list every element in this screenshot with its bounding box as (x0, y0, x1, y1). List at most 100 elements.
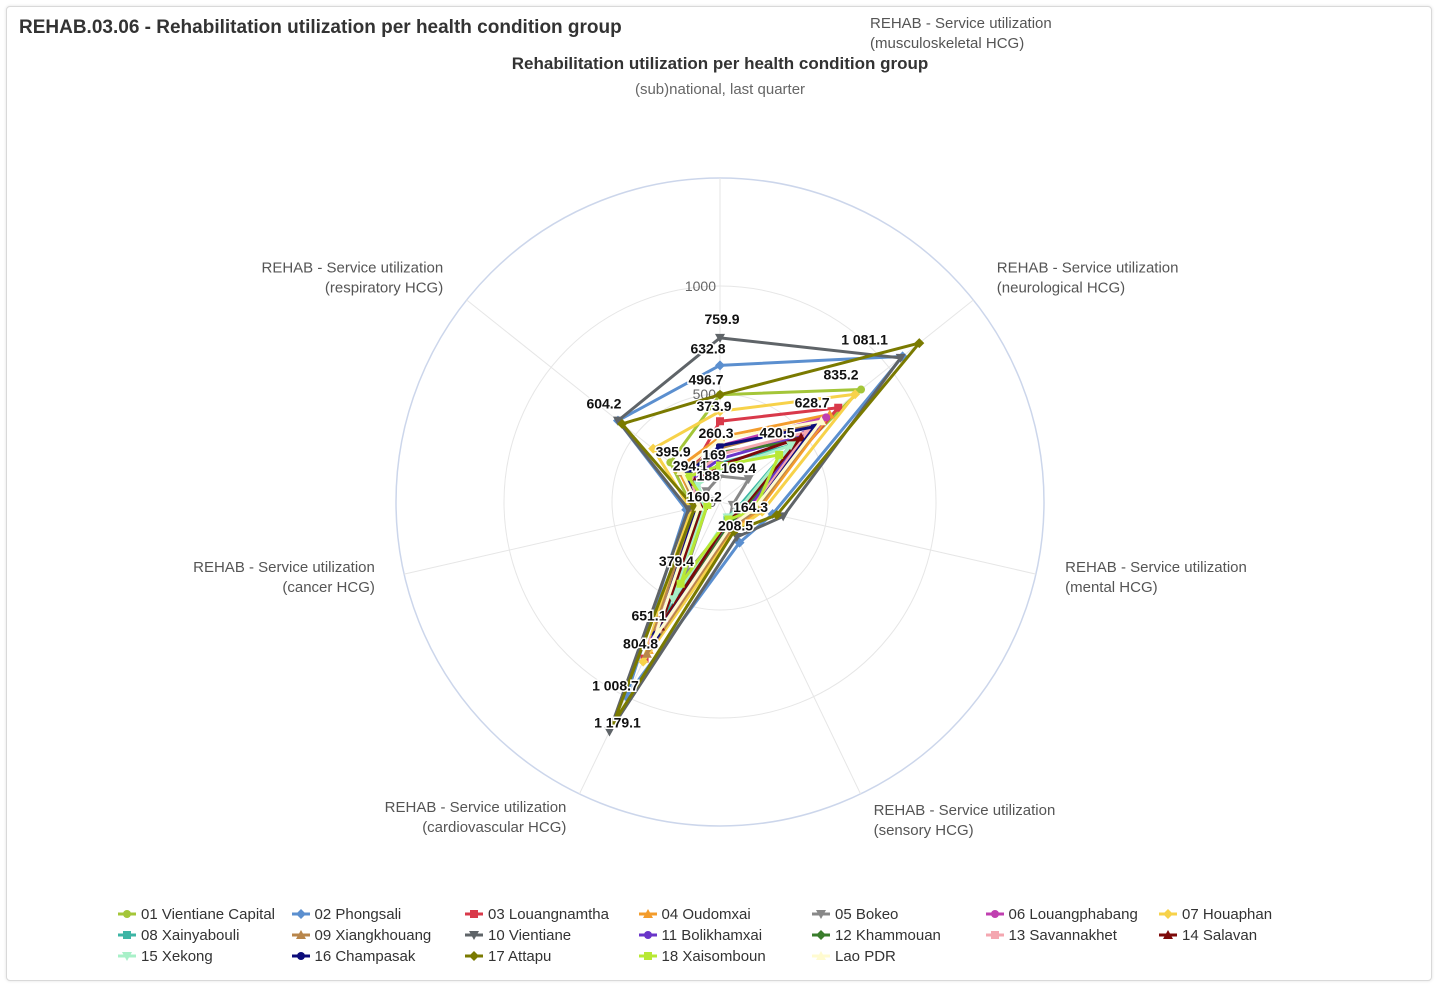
legend-item-17[interactable]: 18 Xaisomboun (638, 946, 812, 966)
legend-label: 10 Vientiane (488, 926, 572, 944)
series-17-point-3 (724, 515, 733, 524)
legend-item-1[interactable]: 02 Phongsali (291, 904, 465, 924)
radar-chart: Rehabilitation utilization per health co… (193, 15, 1247, 839)
series-17-point-6 (684, 472, 693, 481)
series-6-point-1 (850, 389, 861, 400)
legend-marker-12 (990, 931, 999, 939)
axis-label-4-line1: REHAB - Service utilization (385, 799, 567, 816)
legend-label: 14 Salavan (1182, 926, 1258, 944)
legend-item-3[interactable]: 04 Oudomxai (638, 904, 812, 924)
series-4-point-0 (715, 472, 725, 482)
data-label-12: 208.5 (718, 518, 753, 534)
series-15-point-0 (716, 441, 724, 450)
data-label-17: 379.4 (659, 553, 694, 569)
axis-label-1-line1: REHAB - Service utilization (997, 259, 1179, 276)
series-4-point-1 (743, 475, 754, 485)
legend-symbol-9 (465, 931, 483, 940)
legend-item-4[interactable]: 05 Bokeo (811, 904, 985, 924)
legend-marker-15 (296, 952, 305, 960)
series-18-point-3 (726, 520, 737, 530)
series-17-point-5 (703, 500, 712, 509)
legend-item-14[interactable]: 15 Xekong (117, 946, 291, 966)
legend-item-9[interactable]: 10 Vientiane (464, 925, 638, 945)
data-label-15: 804.8 (623, 636, 658, 652)
axis-label-6: REHAB - Service utilization (respiratory … (261, 259, 443, 296)
legend-item-2[interactable]: 03 Louangnamtha (464, 904, 638, 924)
series-17-point-0 (716, 461, 724, 470)
legend-label: 18 Xaisomboun (661, 947, 766, 965)
legend-label: 17 Attapu (488, 947, 552, 965)
legend-label: 07 Houaphan (1182, 905, 1273, 923)
legend-symbol-8 (291, 930, 310, 939)
legend-symbol-0 (118, 910, 136, 918)
series-16-point-0 (715, 389, 725, 400)
data-label-13: 1 179.1 (594, 714, 641, 730)
axis-label-6-line2: (respiratory HCG) (325, 279, 443, 296)
axis-label-3-line2: (sensory HCG) (874, 822, 974, 839)
legend-marker-4 (816, 910, 826, 919)
series-18-point-4 (649, 633, 660, 643)
radial-tick-0: 0 (708, 494, 716, 510)
axis-line-5 (404, 501, 721, 575)
series-line-16 (611, 341, 921, 726)
series-14-point-2 (736, 502, 747, 512)
series-12-point-1 (803, 427, 812, 436)
data-label-7: 835.2 (824, 367, 859, 383)
legend-label: 01 Vientiane Capital (141, 905, 275, 923)
legend-marker-3 (642, 909, 653, 918)
legend-symbol-2 (465, 910, 483, 918)
legend-marker-13 (1163, 930, 1173, 939)
series-14-point-1 (785, 441, 796, 451)
axis-label-5-line2: (cancer HCG) (282, 579, 375, 596)
legend-item-16[interactable]: 17 Attapu (464, 946, 638, 966)
axis-line-3 (719, 501, 862, 795)
data-label-5: 169 (702, 446, 726, 462)
data-label-18: 160.2 (687, 489, 722, 505)
legend-item-6[interactable]: 07 Houaphan (1158, 904, 1332, 924)
legend-label: 15 Xekong (141, 947, 213, 965)
legend-marker-8 (295, 930, 306, 939)
legend-item-18[interactable]: Lao PDR (811, 946, 985, 966)
axis-label-6-line1: REHAB - Service utilization (261, 259, 443, 276)
legend-item-10[interactable]: 11 Bolikhamxai (638, 925, 812, 945)
series-6-point-6 (648, 443, 659, 454)
legend-symbol-6 (1159, 909, 1177, 919)
axis-label-5: REHAB - Service utilization (cancer HCG) (193, 559, 375, 596)
series-16-point-2 (771, 509, 782, 520)
legend-item-15[interactable]: 16 Champasak (291, 946, 465, 966)
legend-item-13[interactable]: 14 Salavan (1158, 925, 1332, 945)
legend-marker-7 (123, 931, 131, 939)
legend-item-7[interactable]: 08 Xainyabouli (117, 925, 291, 945)
legend-symbol-3 (638, 909, 657, 918)
legend-symbol-16 (465, 951, 483, 961)
series-4-point-6 (701, 487, 712, 497)
series-line-18 (652, 419, 823, 640)
legend-item-5[interactable]: 06 Louangphabang (985, 904, 1159, 924)
series-9-point-0 (715, 333, 725, 343)
legend-label: 05 Bokeo (835, 905, 899, 923)
axis-label-1: REHAB - Service utilization (neurological… (997, 259, 1179, 296)
legend-item-11[interactable]: 12 Khammouan (811, 925, 985, 945)
legend-marker-14 (122, 952, 132, 961)
legend-item-8[interactable]: 09 Xiangkhouang (291, 925, 465, 945)
series-0-point-6 (666, 458, 675, 467)
axis-label-2-line1: REHAB - Service utilization (1065, 559, 1247, 576)
legend-symbol-12 (985, 931, 1004, 939)
data-label-2: 496.7 (688, 372, 723, 388)
legend-symbol-1 (291, 909, 310, 919)
legend-item-0[interactable]: 01 Vientiane Capital (117, 904, 291, 924)
legend-label: Lao PDR (835, 947, 896, 965)
series-line-17 (679, 453, 781, 586)
axis-label-4-line2: (cardiovascular HCG) (422, 819, 566, 836)
series-9-point-1 (895, 353, 906, 363)
legend-label: 08 Xainyabouli (141, 926, 240, 944)
legend: 01 Vientiane Capital 02 Phongsali 03 Louan… (117, 904, 1317, 966)
legend-item-12[interactable]: 13 Savannakhet (985, 925, 1159, 945)
data-label-9: 420.5 (759, 424, 794, 440)
legend-label: 03 Louangnamtha (488, 905, 609, 923)
series-16-point-6 (617, 418, 628, 429)
data-label-21: 294.1 (673, 457, 708, 473)
data-label-11: 164.3 (733, 499, 768, 515)
legend-symbol-15 (291, 952, 310, 960)
series-2-point-0 (716, 417, 724, 426)
